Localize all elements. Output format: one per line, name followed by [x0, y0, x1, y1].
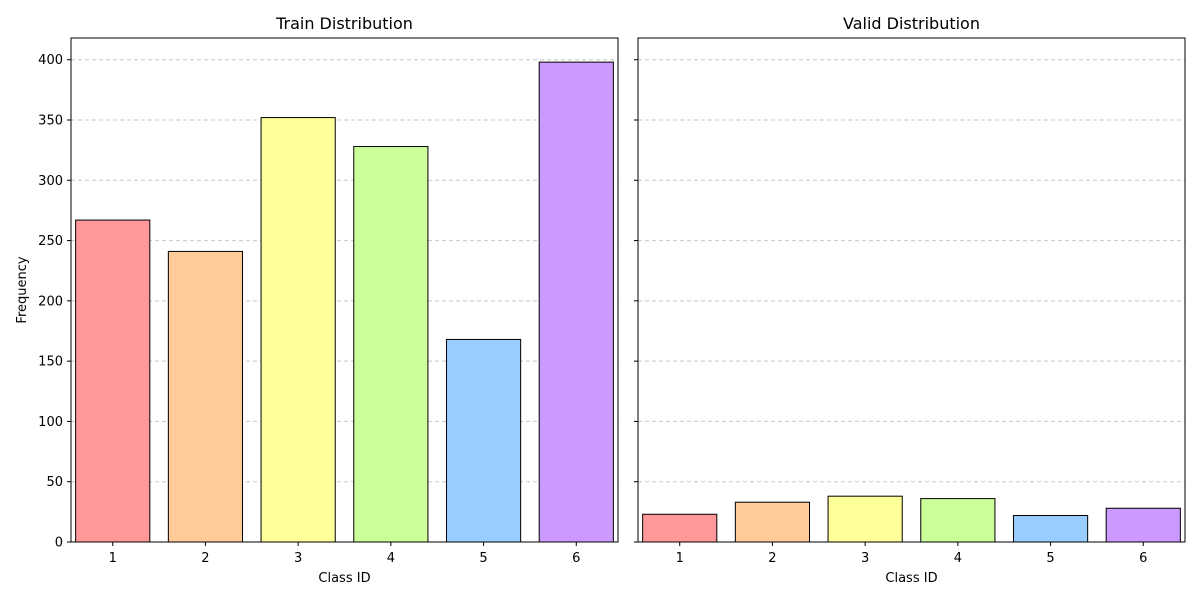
- x-tick-label: 5: [479, 551, 487, 566]
- chart-title: Valid Distribution: [843, 14, 980, 33]
- x-tick-label: 3: [294, 551, 302, 566]
- x-tick-label: 1: [109, 551, 117, 566]
- x-tick-label: 6: [1139, 551, 1147, 566]
- x-tick-label: 5: [1046, 551, 1054, 566]
- chart-panel-train: 0 50 100 150 200 250 300 350 400 1 2 3 4 5 6 Train Dist…: [15, 14, 619, 586]
- x-tick-label: 6: [572, 551, 580, 566]
- y-tick-label: 250: [38, 234, 63, 249]
- y-tick-label: 0: [55, 536, 63, 551]
- axes-frame: [70, 37, 619, 543]
- y-tick-label: 150: [38, 355, 63, 370]
- bar-class-6: [538, 61, 614, 543]
- bar-class-1: [75, 219, 151, 543]
- bar-class-4: [353, 146, 429, 543]
- y-tick-label: 100: [38, 415, 63, 430]
- bar-class-2: [167, 250, 244, 543]
- y-axis-label: Frequency: [15, 256, 30, 323]
- bar-class-2: [734, 501, 811, 543]
- x-tick-label: 2: [201, 551, 209, 566]
- x-tick-label: 3: [861, 551, 869, 566]
- y-tick-label: 50: [46, 475, 63, 490]
- x-tick-label: 4: [954, 551, 962, 566]
- y-tick-label: 200: [38, 294, 63, 309]
- bar-class-3: [260, 117, 336, 543]
- bar-class-6: [1105, 507, 1181, 543]
- y-tick-label: 350: [38, 113, 63, 128]
- x-axis-label: Class ID: [318, 571, 370, 586]
- x-axis-label: Class ID: [885, 571, 937, 586]
- bar-class-5: [1012, 514, 1089, 543]
- bar-class-5: [445, 338, 522, 543]
- y-tick-label: 300: [38, 174, 63, 189]
- x-tick-label: 2: [768, 551, 776, 566]
- axes-frame: [637, 37, 1186, 543]
- x-tick-label: 1: [676, 551, 684, 566]
- y-tick-label: 400: [38, 53, 63, 68]
- chart-panel-valid: 1 2 3 4 5 6 Valid Distribution Class ID: [634, 14, 1186, 586]
- bar-class-3: [827, 495, 903, 543]
- bar-class-4: [920, 498, 996, 543]
- chart-title: Train Distribution: [275, 14, 413, 33]
- x-tick-label: 4: [387, 551, 395, 566]
- bar-class-1: [642, 513, 718, 543]
